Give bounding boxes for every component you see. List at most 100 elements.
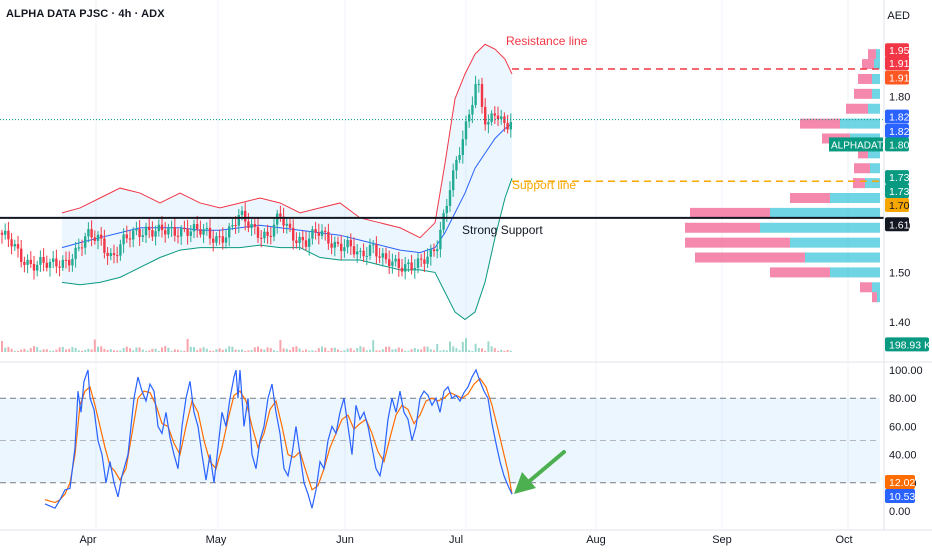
volume-bar [173,349,176,352]
price-badge-label: 1.80 [889,139,910,151]
price-badge[interactable] [885,124,909,139]
price-badge[interactable] [885,217,909,232]
volume-bar [458,350,461,352]
candle-body [301,236,304,241]
volume-bar [237,349,240,352]
candle-body [493,113,496,116]
oscillator-badge[interactable] [885,489,915,503]
oscillator-badge[interactable] [885,475,915,489]
volume-bar [151,348,154,352]
support-label[interactable]: Support line [512,178,576,192]
volume-bar [74,347,77,352]
symbol-name-badge[interactable] [829,137,883,152]
candle-body [410,262,413,270]
time-axis-label: Jun [336,534,354,546]
volume-bar [426,346,429,352]
volume-bar [77,350,80,352]
candle-body [298,236,301,244]
volume-bar [407,350,410,352]
candle-body [58,266,61,268]
price-badge[interactable] [885,56,909,71]
volume-bar [471,350,474,352]
volume-bar [148,350,151,352]
price-badge[interactable] [885,170,909,185]
price-badge[interactable] [885,43,909,58]
volume-profile-down-bar [695,252,805,263]
arrow-annotation[interactable] [514,450,566,494]
volume-bar [145,350,147,352]
volume-bar [298,348,301,352]
volume-bar [449,341,451,352]
symbol-header[interactable]: ALPHA DATA PJSC · 4h · ADX [6,8,165,20]
price-axis-tick-label: 1.80 [889,91,910,103]
candle-body [458,155,461,160]
volume-bar [65,349,67,352]
candle-body [455,159,458,171]
candle-body [464,121,468,140]
time-axis[interactable]: Apr May Jun Jul Aug Sep Oct [79,534,852,546]
volume-bar [119,350,122,352]
volume-bar [305,349,307,352]
price-badge-label: 1.91 [889,72,910,84]
time-axis-label: Jul [449,534,463,546]
candle-body [119,244,122,256]
candle-body [224,237,228,243]
price-badge[interactable] [885,137,909,152]
volume-bar [279,339,282,352]
symbol-name-badge-label: ALPHADATA [831,140,889,151]
candle-body [314,229,317,233]
volume-bar [113,350,115,352]
price-badge[interactable] [885,197,909,212]
volume-bar [45,349,48,352]
candle-body [7,230,10,240]
price-axis[interactable]: 1.501.401.801.601.951.911.911.821.82ALPH… [829,43,931,352]
volume-bar [61,346,64,352]
volume-bar [410,349,413,352]
strong-support-label[interactable]: Strong Support [462,223,543,237]
candle-body [144,226,148,236]
candle-body [356,251,359,255]
candle-body [506,122,509,130]
price-badge[interactable] [885,337,929,352]
oscillator-axis-tick-label: 40.00 [889,450,917,462]
candle-body [87,229,90,237]
candle-body [202,229,205,235]
candle-body [327,231,330,244]
candle-body [285,223,288,226]
candle-body [221,236,224,243]
candle-body [282,216,285,226]
bollinger-upper-band [61,43,513,239]
oscillator-badge-label: 12.02 [889,477,915,489]
candle-body [68,259,71,266]
volume-bar [218,348,221,352]
candle-body [180,228,183,237]
candle-body [122,234,125,245]
volume-bar [84,350,87,352]
volume-bar [314,350,317,352]
currency-label[interactable]: AED [887,10,910,22]
volume-bar [100,346,103,352]
candle-body [490,113,493,123]
volume-bar [423,346,426,352]
volume-profile-down-bar [862,59,874,70]
volume-bar [244,350,247,352]
price-badge[interactable] [885,184,909,199]
oscillator-axis-tick-label: 80.00 [889,393,917,405]
volume-bar [442,350,445,352]
volume-profile [685,49,880,303]
volume-profile-down-bar [872,292,877,303]
resistance-label[interactable]: Resistance line [506,34,588,48]
volume-bar [397,347,400,352]
volume-bar [135,347,138,352]
volume-bar [81,350,83,352]
candle-body [26,259,29,265]
price-badge[interactable] [885,109,909,124]
price-badge[interactable] [885,70,909,85]
candle-body [186,228,189,236]
volume-bar [429,349,432,352]
candle-body [205,227,208,230]
volume-profile-down-bar [846,103,868,114]
volume-bar [477,348,480,352]
